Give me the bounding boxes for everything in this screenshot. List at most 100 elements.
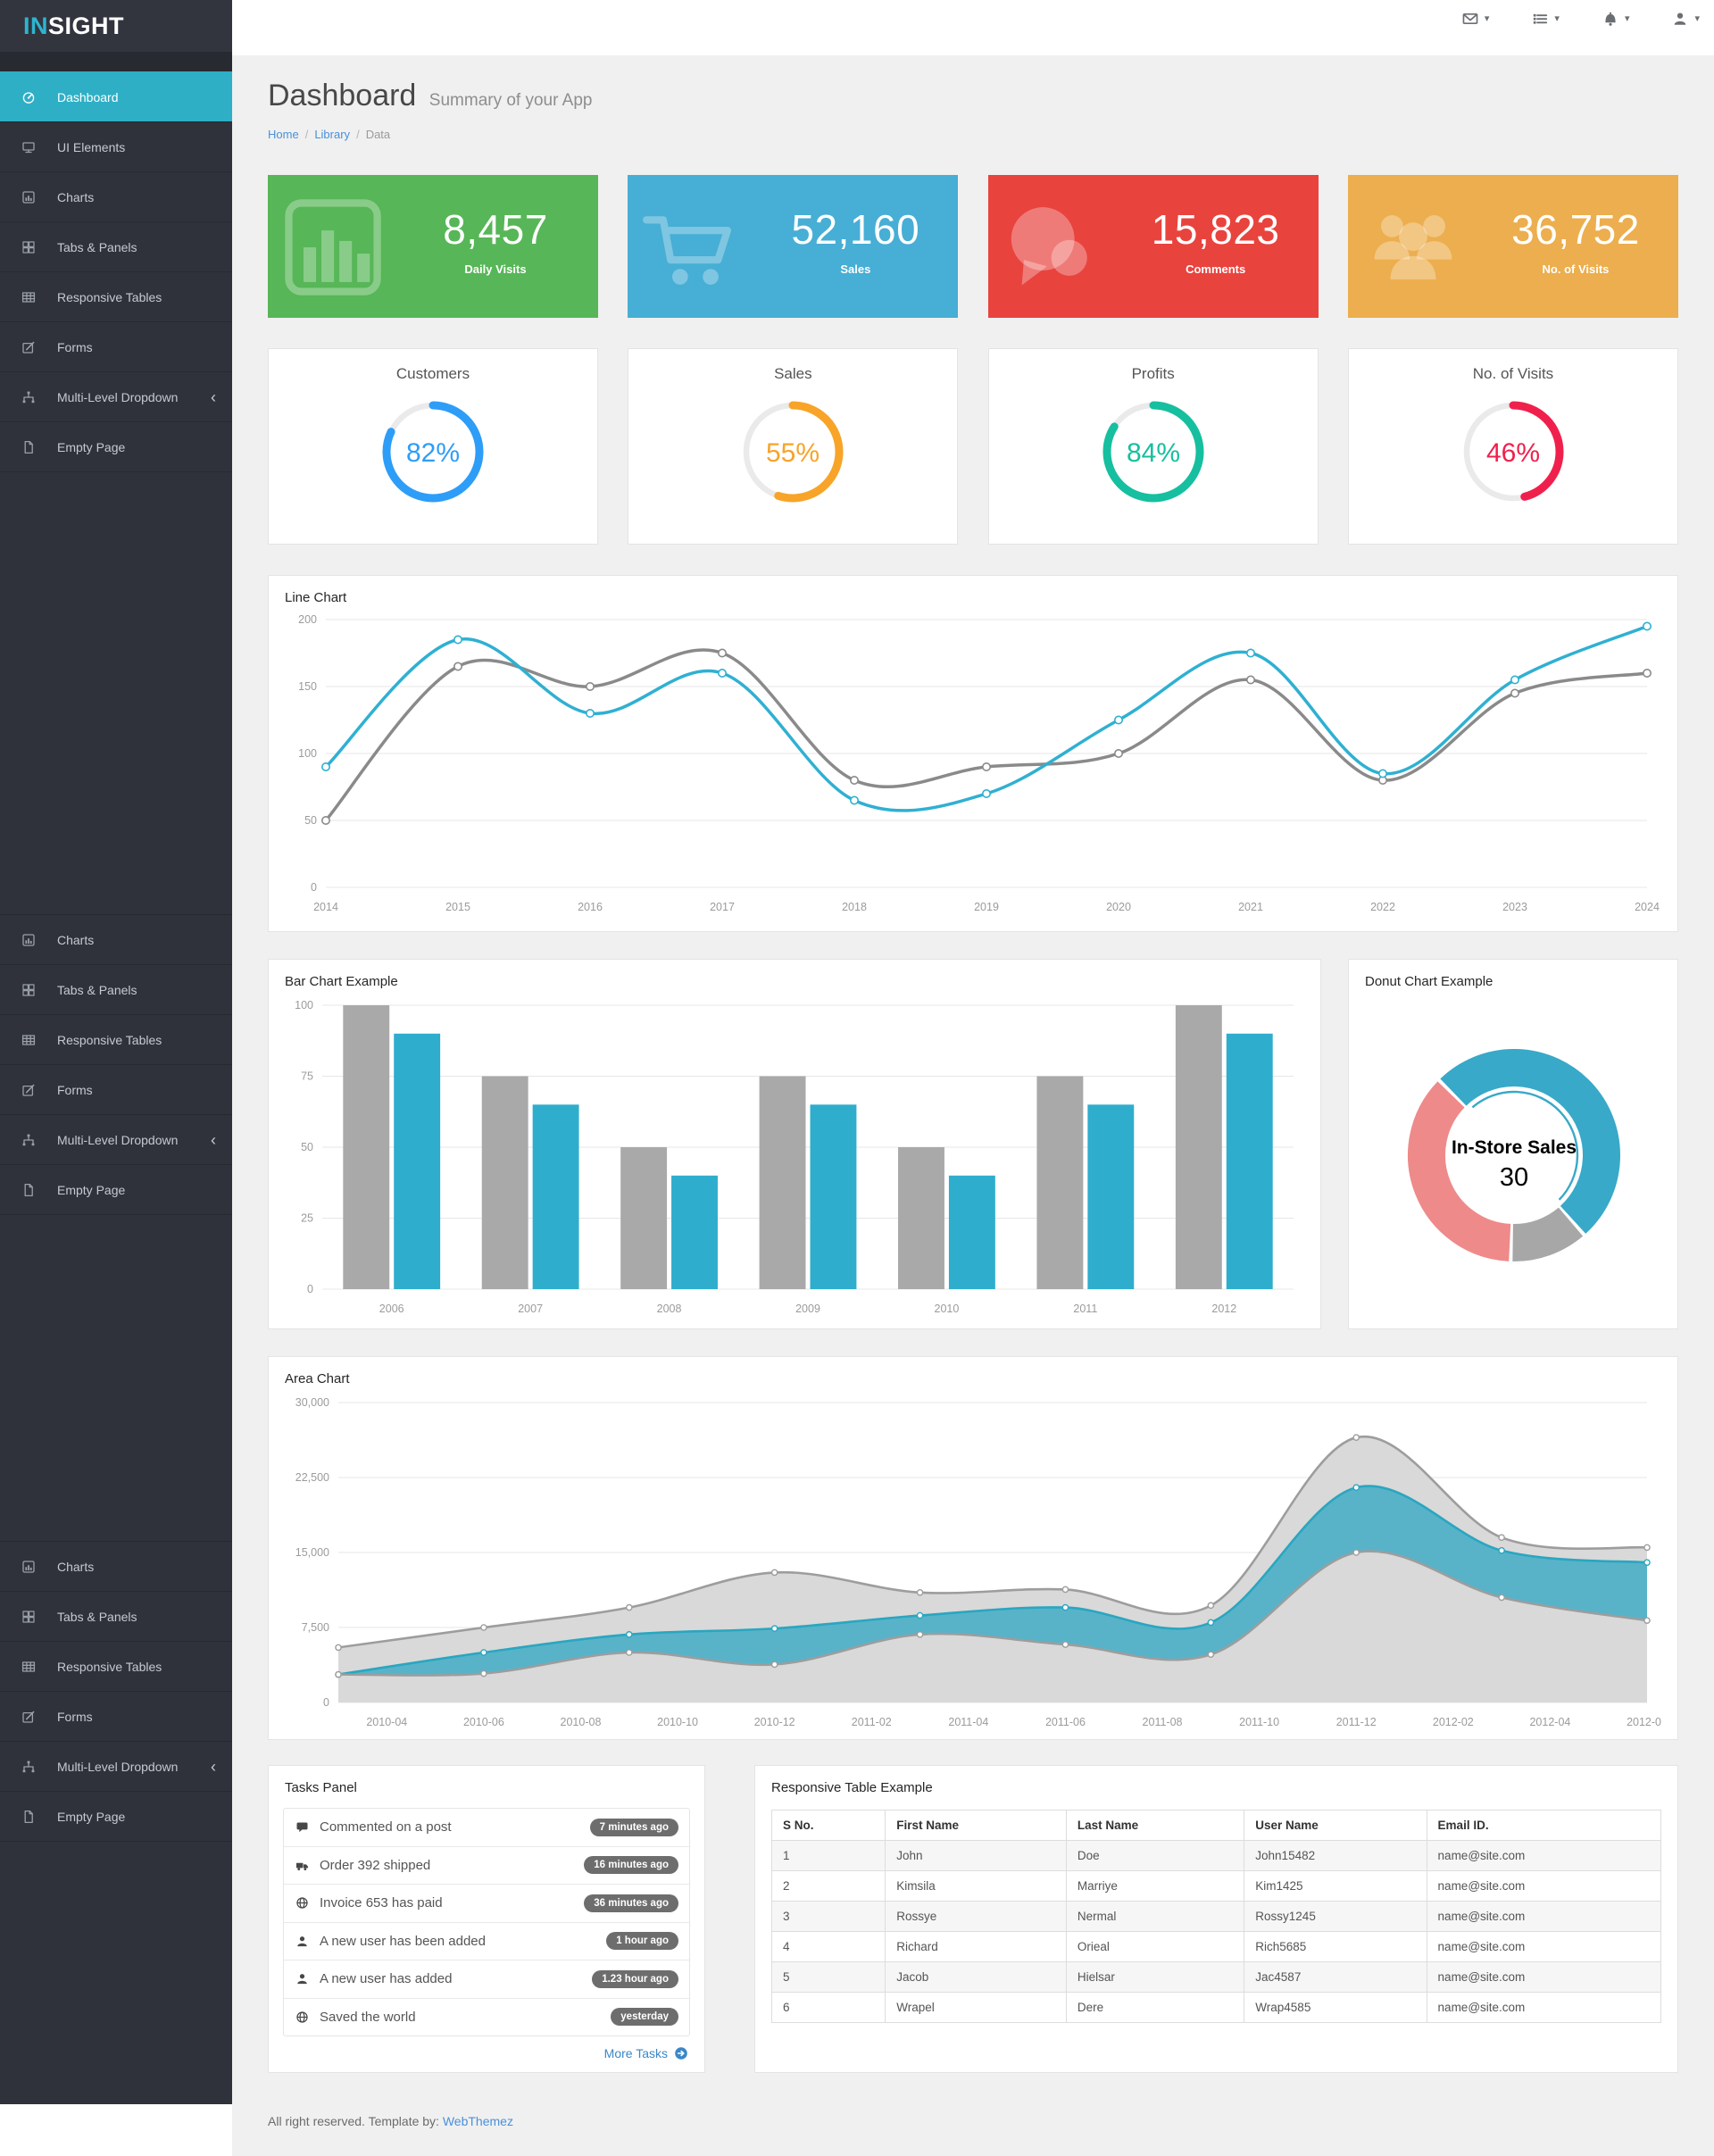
sidebar-item-forms[interactable]: Forms — [0, 1691, 232, 1741]
sidebar-item-responsive-tables[interactable]: Responsive Tables — [0, 1641, 232, 1691]
task-time-badge: 1.23 hour ago — [592, 1969, 678, 1988]
more-tasks-link[interactable]: More Tasks — [604, 2046, 688, 2060]
table-header-cell: First Name — [885, 1810, 1067, 1841]
svg-text:2010-08: 2010-08 — [561, 1716, 602, 1728]
sidebar-item-label: Responsive Tables — [57, 1659, 162, 1674]
file-icon — [24, 1183, 33, 1196]
table-header-row: S No. First Name Last Name User Name Email I… — [770, 1810, 1662, 1841]
progress-card-sales: Sales 55% — [628, 348, 959, 545]
table-icon — [21, 1661, 36, 1672]
sidebar-item-forms[interactable]: Forms — [0, 1064, 232, 1114]
sidebar-item-dashboard[interactable]: Dashboard — [0, 71, 232, 121]
topbar-envelope-menu[interactable]: ▾ — [1462, 11, 1489, 27]
sidebar-item-ui-elements[interactable]: UI Elements — [0, 121, 232, 171]
topbar-menu: ▾ ▾ ▾ ▾ — [1462, 5, 1700, 32]
table-header-cell: Email ID. — [1426, 1810, 1662, 1841]
sidebar-item-label: Multi-Level Dropdown — [57, 1132, 179, 1147]
table-cell: Marriye — [1065, 1870, 1245, 1902]
sidebar-item-multi-level-dropdown[interactable]: Multi-Level Dropdown ‹ — [0, 1114, 232, 1164]
svg-text:150: 150 — [298, 680, 317, 693]
svg-text:2008: 2008 — [657, 1303, 682, 1315]
brand-rest: SIGHT — [48, 12, 125, 39]
topbar-user-menu[interactable]: ▾ — [1672, 11, 1700, 27]
table-cell: name@site.com — [1426, 1901, 1662, 1932]
table-cell: name@site.com — [1426, 1931, 1662, 1962]
table-cell: Rossy1245 — [1244, 1901, 1427, 1932]
sidebar-item-charts[interactable]: Charts — [0, 914, 232, 964]
svg-text:25: 25 — [301, 1212, 313, 1225]
line-chart-panel: Line Chart 0 50 100 150 200 2014 2015 2016 2017 2… — [268, 575, 1678, 932]
sidebar-item-tabs-panels[interactable]: Tabs & Panels — [0, 964, 232, 1014]
table-row: 3 Rossye Nermal Rossy1245 name@site.com — [770, 1901, 1662, 1932]
sidebar-item-label: Multi-Level Dropdown — [57, 1759, 179, 1774]
topbar: ▾ ▾ ▾ ▾ — [232, 0, 1714, 56]
task-item[interactable]: A new user has added 1.23 hour ago — [284, 1960, 689, 1998]
task-item[interactable]: A new user has been added 1 hour ago — [284, 1921, 689, 1960]
sidebar-item-label: Empty Page — [57, 439, 126, 454]
brand-accent: IN — [23, 12, 48, 39]
stat-card-no-of-visits: 36,752 No. of Visits — [1347, 175, 1678, 318]
sidebar-item-multi-level-dropdown[interactable]: Multi-Level Dropdown ‹ — [0, 371, 232, 421]
task-item[interactable]: Commented on a post 7 minutes ago — [284, 1809, 689, 1846]
sidebar-item-multi-level-dropdown[interactable]: Multi-Level Dropdown ‹ — [0, 1741, 232, 1791]
sidebar-item-charts[interactable]: Charts — [0, 1541, 232, 1591]
svg-text:22,500: 22,500 — [295, 1471, 329, 1484]
sidebar-item-charts[interactable]: Charts — [0, 171, 232, 221]
sidebar-item-empty-page[interactable]: Empty Page — [0, 421, 232, 472]
grid-icon — [22, 983, 35, 996]
sidebar-item-label: Charts — [57, 1559, 95, 1574]
chart-icon — [285, 199, 381, 296]
sidebar-item-responsive-tables[interactable]: Responsive Tables — [0, 1014, 232, 1064]
sidebar-item-tabs-panels[interactable]: Tabs & Panels — [0, 221, 232, 271]
table-cell: Richard — [885, 1931, 1067, 1962]
table-cell: 1 — [770, 1840, 886, 1871]
svg-text:2022: 2022 — [1370, 901, 1395, 913]
cart-icon — [643, 216, 732, 285]
table-row: 5 Jacob Hielsar Jac4587 name@site.com — [770, 1961, 1662, 1993]
table-icon — [21, 1034, 36, 1045]
topbar-list-menu[interactable]: ▾ — [1532, 11, 1560, 27]
breadcrumb-home[interactable]: Home — [268, 128, 299, 141]
svg-text:2010-06: 2010-06 — [463, 1716, 504, 1728]
comment-icon — [296, 1822, 307, 1833]
task-item[interactable]: Invoice 653 has paid 36 minutes ago — [284, 1884, 689, 1922]
topbar-bell-menu[interactable]: ▾ — [1602, 11, 1629, 27]
stat-cards-row: 8,457 Daily Visits 52,160 Sales 15,823 Commen… — [268, 175, 1678, 318]
svg-text:2011-04: 2011-04 — [948, 1716, 988, 1728]
breadcrumb: Home / Library / Data — [268, 128, 1678, 141]
sidebar-item-label: Tabs & Panels — [57, 982, 137, 997]
caret-down-icon: ▾ — [1554, 12, 1560, 24]
svg-text:2014: 2014 — [313, 901, 338, 913]
breadcrumb-library[interactable]: Library — [314, 128, 351, 141]
task-item[interactable]: Order 392 shipped 16 minutes ago — [284, 1845, 689, 1885]
table-cell: Wrapel — [885, 1992, 1067, 2023]
task-item[interactable]: Saved the world yesterday — [284, 1997, 689, 2036]
page-header: Dashboard Summary of your App — [268, 79, 1678, 113]
progress-card-title: Customers — [395, 365, 470, 382]
responsive-table: S No. First Name Last Name User Name Email I… — [770, 1810, 1662, 2023]
breadcrumb-data: Data — [365, 128, 391, 141]
users-icon — [1374, 215, 1452, 279]
area-chart-title: Area Chart — [285, 1371, 350, 1386]
stat-label: Daily Visits — [464, 262, 527, 276]
footer-link[interactable]: WebThemez — [442, 2114, 513, 2128]
svg-text:15,000: 15,000 — [295, 1546, 329, 1559]
svg-text:2012: 2012 — [1211, 1303, 1236, 1315]
sidebar-item-forms[interactable]: Forms — [0, 321, 232, 371]
brand-logo[interactable]: IN SIGHT — [0, 0, 232, 52]
table-cell: 2 — [770, 1870, 886, 1902]
table-cell: John — [885, 1840, 1067, 1871]
sidebar-item-empty-page[interactable]: Empty Page — [0, 1164, 232, 1215]
sidebar-item-responsive-tables[interactable]: Responsive Tables — [0, 271, 232, 321]
table-cell: Rossye — [885, 1901, 1067, 1932]
sidebar-item-label: Multi-Level Dropdown — [57, 389, 179, 404]
table-cell: name@site.com — [1426, 1992, 1662, 2023]
breadcrumb-separator: / — [356, 128, 360, 141]
sidebar-item-empty-page[interactable]: Empty Page — [0, 1791, 232, 1842]
barchart-icon — [22, 933, 35, 946]
area-chart: 0 7,500 15,000 22,500 30,000 2010-04 2010-06 20… — [269, 1390, 1677, 1741]
svg-text:2009: 2009 — [795, 1303, 820, 1315]
sidebar-item-tabs-panels[interactable]: Tabs & Panels — [0, 1591, 232, 1641]
donut-chart-title: Donut Chart Example — [1365, 974, 1494, 989]
stat-value: 36,752 — [1511, 206, 1640, 253]
